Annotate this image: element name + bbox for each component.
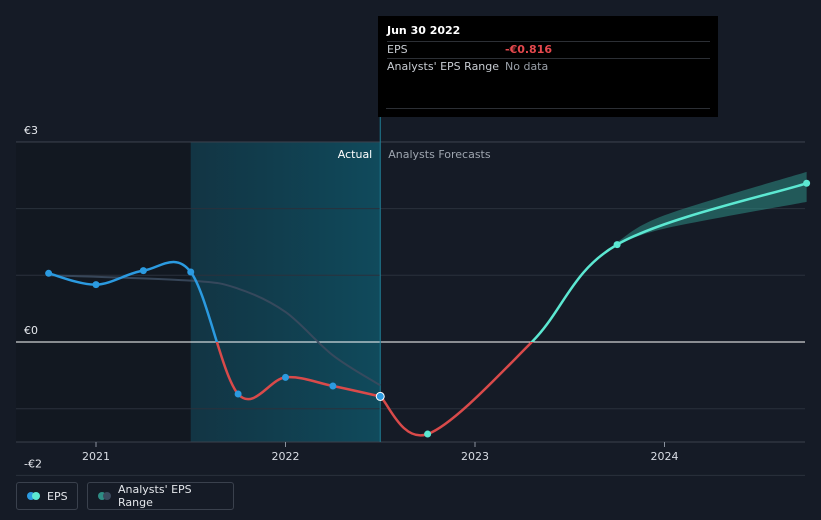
past-band — [16, 142, 191, 442]
forecast-line-positive — [530, 182, 808, 342]
eps-point — [282, 373, 289, 381]
tooltip-range-value: No data — [505, 60, 549, 73]
forecast-point — [803, 179, 811, 187]
legend-range-dot-2 — [103, 492, 111, 500]
y-tick-label: €3 — [24, 124, 38, 137]
eps-point — [329, 382, 337, 390]
legend-eps-button[interactable]: EPS — [16, 482, 78, 510]
actual-region — [190, 142, 381, 442]
legend-range-button[interactable]: Analysts' EPS Range — [87, 482, 234, 510]
tooltip-range-label: Analysts' EPS Range — [387, 60, 500, 73]
eps-point — [234, 390, 242, 398]
tooltip-divider — [386, 108, 710, 109]
tooltip-eps-value: -€0.816 — [505, 43, 553, 56]
eps-line-positive — [48, 260, 219, 342]
forecast-label: Analysts Forecasts — [388, 148, 491, 161]
tooltip-row-eps: EPS -€0.816 — [387, 41, 710, 58]
x-tick-label: 2023 — [461, 450, 489, 463]
legend-range-dot-1 — [98, 492, 106, 500]
legend-eps-label: EPS — [47, 489, 68, 503]
actual-label: Actual — [338, 148, 372, 161]
y-tick-label: -€2 — [24, 457, 42, 470]
tooltip: Jun 30 2022 EPS -€0.816 Analysts' EPS Ra… — [378, 16, 718, 117]
legend-range-swatch — [98, 492, 111, 500]
tooltip-date: Jun 30 2022 — [387, 24, 461, 37]
eps-point — [375, 391, 385, 401]
forecast-line-negative — [379, 342, 534, 437]
tooltip-row-range: Analysts' EPS Range No data — [387, 58, 710, 75]
y-tick-label: €0 — [24, 324, 38, 337]
tooltip-eps-label: EPS — [387, 43, 408, 56]
eps-point — [45, 269, 53, 277]
forecast-point — [424, 430, 432, 438]
x-tick-label: 2022 — [272, 450, 300, 463]
eps-point — [92, 281, 100, 289]
legend-eps-swatch — [27, 492, 40, 500]
eps-point — [139, 267, 147, 275]
legend-eps-dot-1 — [27, 492, 35, 500]
prior-estimate-line — [48, 274, 381, 387]
x-tick-label: 2024 — [651, 450, 679, 463]
x-tick-label: 2021 — [82, 450, 110, 463]
eps-line-negative — [215, 342, 381, 401]
legend-range-label: Analysts' EPS Range — [118, 483, 192, 509]
eps-point — [187, 268, 195, 276]
forecast-point — [613, 241, 621, 249]
legend-eps-dot-2 — [32, 492, 40, 500]
